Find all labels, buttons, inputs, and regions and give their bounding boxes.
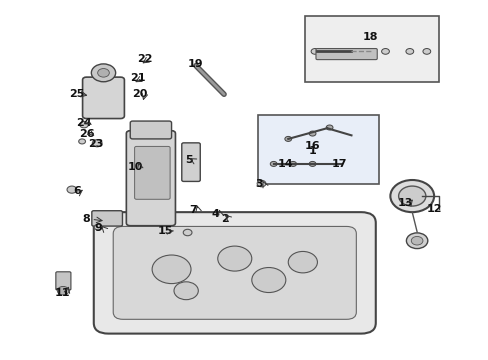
Circle shape [152,255,191,284]
Circle shape [354,49,362,54]
Text: 13: 13 [396,198,412,208]
Circle shape [183,229,192,236]
Text: 8: 8 [82,214,90,224]
Circle shape [98,68,109,77]
Circle shape [257,180,265,187]
FancyBboxPatch shape [134,147,170,199]
Circle shape [80,121,88,128]
Circle shape [406,233,427,249]
Circle shape [94,224,102,230]
FancyBboxPatch shape [126,131,175,226]
Text: 26: 26 [79,129,94,139]
FancyBboxPatch shape [113,226,356,319]
FancyBboxPatch shape [94,212,375,334]
Circle shape [389,180,433,212]
Text: 9: 9 [95,223,102,233]
Circle shape [287,251,317,273]
Circle shape [67,186,77,193]
Text: 10: 10 [127,162,142,172]
Circle shape [381,49,388,54]
Circle shape [289,161,296,166]
Bar [305,16,438,82]
Text: 19: 19 [188,59,203,69]
Text: 1: 1 [308,147,316,157]
Circle shape [422,49,430,54]
Text: 7: 7 [189,205,197,215]
Circle shape [91,64,116,82]
Text: 4: 4 [211,209,219,219]
Text: 25: 25 [69,89,84,99]
Text: 21: 21 [129,73,145,83]
Text: 14: 14 [278,159,293,169]
Text: 24: 24 [76,118,92,128]
FancyBboxPatch shape [315,49,376,60]
Circle shape [217,246,251,271]
Text: 11: 11 [54,288,70,297]
Text: 3: 3 [255,179,263,189]
Text: 22: 22 [137,54,152,64]
Circle shape [79,139,85,144]
Text: 2: 2 [221,214,228,224]
FancyBboxPatch shape [56,272,71,290]
Text: 17: 17 [331,159,346,169]
Circle shape [308,161,315,166]
Text: 5: 5 [184,156,192,165]
Text: 15: 15 [158,226,173,236]
Bar [258,114,378,184]
Circle shape [310,49,318,54]
FancyBboxPatch shape [92,211,122,226]
Circle shape [410,237,422,245]
Text: 20: 20 [132,89,147,99]
FancyBboxPatch shape [130,121,171,139]
Text: 12: 12 [426,203,441,213]
Circle shape [57,287,69,295]
FancyBboxPatch shape [182,143,200,181]
Circle shape [308,131,315,136]
Text: 6: 6 [73,186,81,196]
Circle shape [174,282,198,300]
Circle shape [325,125,332,130]
Circle shape [398,186,425,206]
Text: 23: 23 [88,139,103,149]
Text: 18: 18 [363,32,378,42]
Circle shape [251,267,285,293]
Circle shape [92,140,102,147]
Circle shape [285,136,291,141]
Text: 16: 16 [304,141,320,151]
FancyBboxPatch shape [82,77,124,118]
Circle shape [405,49,413,54]
Circle shape [270,161,277,166]
